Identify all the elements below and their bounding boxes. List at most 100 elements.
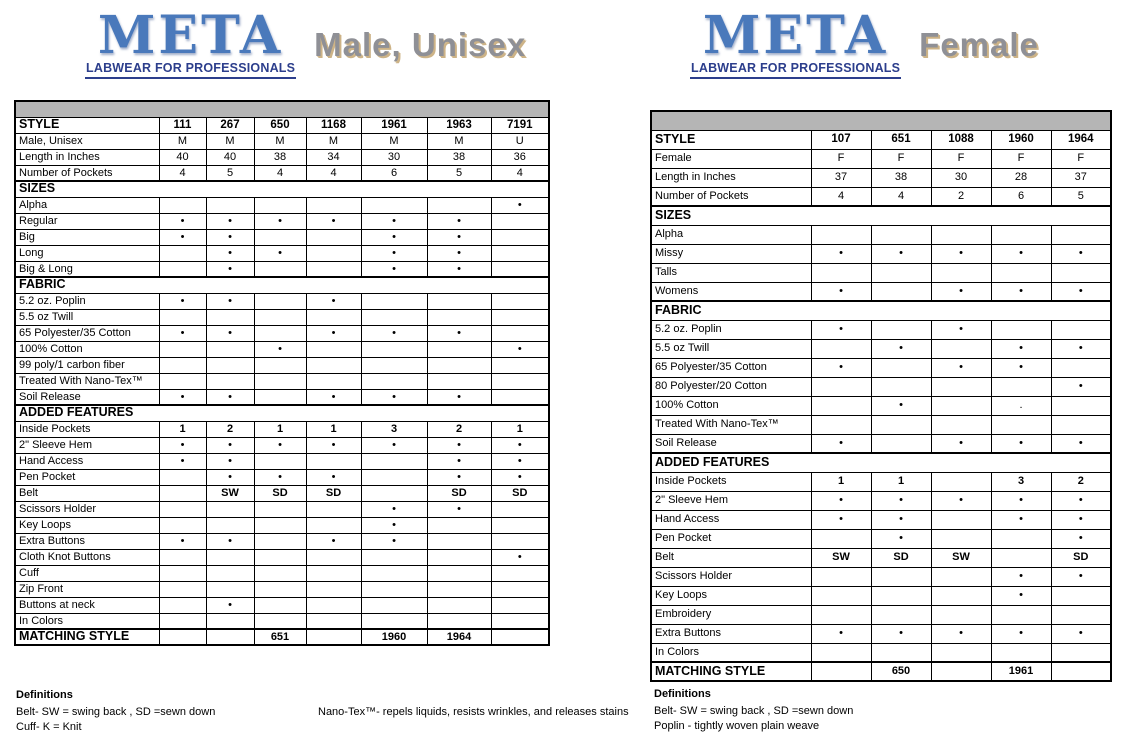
value-cell <box>360 356 428 374</box>
value-cell <box>426 372 492 390</box>
value-cell <box>253 308 307 326</box>
dot-cell: • <box>360 500 428 518</box>
row-label: Talls <box>650 262 812 283</box>
page-title-male-unisex: Male, Unisex <box>314 26 527 63</box>
value-cell <box>1050 357 1112 378</box>
dot-cell: • <box>426 228 492 246</box>
row-label: Cloth Knot Buttons <box>14 548 160 566</box>
dot-cell: • <box>870 509 932 530</box>
value-cell <box>205 516 255 534</box>
value-cell <box>490 356 550 374</box>
dot-cell: • <box>305 324 362 342</box>
dot-cell: • <box>1050 566 1112 587</box>
value-cell: 28 <box>990 167 1052 188</box>
dot-cell: • <box>426 468 492 486</box>
dot-cell: • <box>930 357 992 378</box>
table-row: Treated With Nano-Tex™ <box>650 414 1112 435</box>
table-row: Long • • • • <box>14 244 550 262</box>
value-cell <box>930 509 992 530</box>
table-row: MATCHING STYLE 650 1961 <box>650 661 1112 682</box>
table-row: Alpha • <box>14 196 550 214</box>
table-row: Number of Pockets 4 4 2 6 5 <box>650 186 1112 207</box>
row-label: Soil Release <box>650 433 812 454</box>
definitions-heading: Definitions <box>16 689 73 701</box>
dot-cell: • <box>205 436 255 454</box>
column-header-1168: 1168 <box>305 116 362 134</box>
dot-cell: • <box>810 490 872 511</box>
column-header-1963: 1963 <box>426 116 492 134</box>
row-label: Key Loops <box>650 585 812 606</box>
value-cell: 2 <box>1050 471 1112 492</box>
row-label: Male, Unisex <box>14 132 160 150</box>
dot-cell: • <box>990 281 1052 302</box>
value-cell <box>870 224 932 245</box>
value-cell: 34 <box>305 148 362 166</box>
value-cell: M <box>426 132 492 150</box>
value-cell <box>1050 395 1112 416</box>
value-cell <box>810 604 872 625</box>
value-cell <box>158 356 207 374</box>
value-cell <box>158 484 207 502</box>
value-cell <box>253 388 307 406</box>
table-row: 2" Sleeve Hem • • • • • <box>650 490 1112 511</box>
value-cell <box>158 260 207 278</box>
dot-cell: • <box>205 292 255 310</box>
value-cell <box>426 196 492 214</box>
row-label: 65 Polyester/35 Cotton <box>14 324 160 342</box>
dot-cell: • <box>1050 433 1112 454</box>
table-top-band <box>650 110 1112 131</box>
dot-cell: • <box>990 357 1052 378</box>
row-label: Soil Release <box>14 388 160 406</box>
dot-cell: • <box>360 212 428 230</box>
value-cell: M <box>360 132 428 150</box>
value-cell <box>253 372 307 390</box>
row-label: Alpha <box>650 224 812 245</box>
table-row: Alpha <box>650 224 1112 245</box>
value-cell <box>253 532 307 550</box>
value-cell <box>870 414 932 435</box>
table-top-band <box>14 100 550 118</box>
dot-cell: • <box>305 532 362 550</box>
value-cell <box>490 308 550 326</box>
table-row: 5.5 oz Twill • • • <box>650 338 1112 359</box>
value-cell: 5 <box>426 164 492 182</box>
value-cell <box>990 376 1052 397</box>
value-cell <box>810 642 872 663</box>
column-header-7191: 7191 <box>490 116 550 134</box>
row-label: Pen Pocket <box>14 468 160 486</box>
value-cell <box>360 596 428 614</box>
table-row: 100% Cotton •. <box>650 395 1112 416</box>
value-cell: SW <box>930 547 992 568</box>
value-cell <box>305 356 362 374</box>
value-cell <box>1050 319 1112 340</box>
value-cell: 1 <box>158 420 207 438</box>
section-row: ADDED FEATURES <box>650 452 1112 473</box>
value-cell <box>930 661 992 682</box>
value-cell <box>990 547 1052 568</box>
value-cell: 4 <box>305 164 362 182</box>
value-cell <box>158 564 207 582</box>
row-label: Womens <box>650 281 812 302</box>
table-row: Cuff <box>14 564 550 582</box>
value-cell: 1 <box>870 471 932 492</box>
value-cell: 4 <box>253 164 307 182</box>
value-cell <box>205 196 255 214</box>
row-label: 100% Cotton <box>650 395 812 416</box>
value-cell <box>990 262 1052 283</box>
value-cell <box>360 484 428 502</box>
table-row: Treated With Nano-Tex™ <box>14 372 550 390</box>
dot-cell: • <box>158 452 207 470</box>
row-label: Zip Front <box>14 580 160 598</box>
section-label: FABRIC <box>14 276 550 294</box>
dot-cell: • <box>490 196 550 214</box>
section-row: SIZES <box>650 205 1112 226</box>
value-cell <box>490 260 550 278</box>
style-header-row: STYLE 111 267 650 1168 1961 1963 7191 <box>14 116 550 134</box>
dot-cell: • <box>205 532 255 550</box>
row-label: Number of Pockets <box>14 164 160 182</box>
value-cell <box>870 433 932 454</box>
value-cell: SD <box>253 484 307 502</box>
row-label: Female <box>650 148 812 169</box>
header-female: META LABWEAR FOR PROFESSIONALS Female <box>690 10 1039 79</box>
dot-cell: • <box>158 228 207 246</box>
